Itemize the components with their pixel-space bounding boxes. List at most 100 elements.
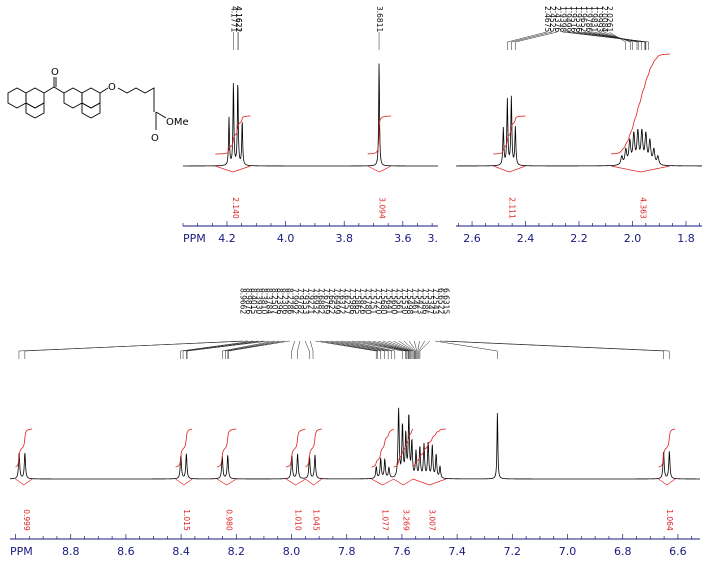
peak-label-0: 8.9662 [239, 288, 248, 314]
x-axis-title: PPM [10, 545, 33, 558]
peak-label-11: 2.0084 [600, 6, 609, 32]
peak-label-6: 1.9536 [574, 6, 583, 32]
peak-label-1: 2.4525 [548, 6, 557, 32]
peak-label-6: 8.2507 [270, 288, 279, 314]
peak-label-connector-22 [357, 340, 406, 352]
peak-label-34: 7.5423 [415, 288, 424, 314]
peak-label-29: 7.5600 [389, 288, 398, 314]
naphthyl-ring-a [7, 87, 27, 109]
bond-aryl-carbonyl [43, 86, 55, 94]
integral-value-8: 1.064 [665, 509, 674, 531]
integral-curve-0 [493, 115, 526, 155]
peak-label-10: 7.9992 [291, 288, 300, 314]
peak-label-8: 1.9786 [584, 6, 593, 32]
peak-label-27: 7.5680 [379, 288, 388, 314]
peak-label-connector-19 [341, 340, 392, 352]
x-tick-label-10: 6.8 [614, 545, 632, 558]
peak-label-3: 3.6811 [375, 6, 384, 32]
peak-label-4: 1.9499 [564, 6, 573, 32]
peak-label-25: 7.5751 [369, 288, 378, 314]
bond-carbonyl-aryl [53, 86, 65, 94]
integral-curve-4 [305, 428, 322, 468]
peak-label-connector-2 [515, 31, 558, 43]
bond-aryl-ether [99, 87, 109, 94]
integral-value-3: 1.010 [294, 509, 303, 531]
carbonyl-oxygen: O [51, 67, 59, 78]
ester-ome: OMe [166, 117, 189, 128]
spectrum-trace [456, 95, 702, 167]
peak-label-10: 1.9993 [595, 6, 604, 32]
peak-label-connector-28 [388, 340, 412, 352]
spectrum-trace [183, 63, 438, 167]
ether-oxygen: O [108, 82, 116, 93]
x-tick-label-0: 2.6 [463, 232, 481, 245]
x-tick-label-3: 8.2 [228, 545, 246, 558]
peak-label-32: 7.5498 [405, 288, 414, 314]
peak-label-8: 8.2306 [280, 288, 289, 314]
peak-label-11: 7.9782 [296, 288, 305, 314]
integral-value-5: 1.077 [381, 509, 390, 531]
integral-curve-1 [367, 115, 392, 155]
integral-curve-7 [412, 428, 447, 467]
peak-label-connector-27 [382, 340, 411, 352]
naphthyl2-ring-c [81, 102, 101, 119]
peak-label-5: 1.9516 [569, 6, 578, 32]
integral-curve-1 [611, 53, 670, 155]
integral-curve-5 [371, 428, 394, 468]
ester-oxygen: O [151, 133, 159, 144]
peak-label-13: 7.9221 [306, 288, 315, 314]
peak-label-connector-30 [398, 340, 415, 352]
x-tick-label-2: 3.8 [335, 232, 353, 245]
x-tick-label-4: 3. [428, 232, 439, 245]
peak-label-connector-1 [18, 340, 248, 352]
alkyl-chain [117, 87, 155, 112]
peak-label-connector-12 [609, 31, 626, 43]
integral-value-7: 3.007 [428, 509, 437, 531]
peak-label-connector-17 [331, 340, 385, 352]
peak-label-connector-36 [419, 340, 431, 352]
peak-label-connector-32 [408, 340, 416, 352]
peak-label-connector-34 [417, 340, 420, 352]
peak-label-15: 7.6882 [317, 288, 326, 314]
peak-label-14: 7.6932 [311, 288, 320, 314]
peak-label-19: 7.6372 [337, 288, 346, 314]
integral-bracket-3 [285, 478, 306, 486]
peak-label-28: 7.5641 [384, 288, 393, 314]
peak-label-connector-37 [435, 340, 498, 352]
peak-label-connector-3 [183, 340, 259, 352]
x-tick-label-11: 6.6 [669, 545, 687, 558]
integral-curve-0 [215, 115, 251, 155]
spectrum-panel-main: 0.999 1.015 0.980 1.010 1.045 1.077 3.269 3.007… [9, 288, 700, 558]
integral-bracket-8 [658, 478, 676, 486]
peak-label-connector-2 [180, 340, 254, 352]
peak-label-31: 7.5530 [400, 288, 409, 314]
peak-label-2: 2.4376 [553, 6, 562, 32]
peak-label-7: 1.9652 [579, 6, 588, 32]
molecule-structure: O O O OMe [7, 67, 189, 144]
x-tick-label-0: 4.2 [218, 232, 236, 245]
peak-label-connector-6 [222, 340, 274, 352]
peak-label-1: 8.9876 [244, 288, 253, 314]
x-tick-label-9: 7.0 [559, 545, 577, 558]
peak-label-4: 8.3810 [259, 288, 268, 314]
peak-label-16: 7.6769 [322, 288, 331, 314]
peak-label-39: 6.6315 [441, 288, 450, 314]
peak-label-connector-24 [367, 340, 409, 352]
x-tick-label-4: 1.8 [677, 232, 695, 245]
peak-label-connector-10 [598, 31, 633, 43]
integral-bracket-1 [611, 165, 670, 173]
integral-curve-1 [175, 428, 193, 468]
peak-label-connector-14 [315, 340, 377, 352]
peak-label-0: 4.1771 [230, 6, 239, 32]
peak-label-21: 7.5986 [348, 288, 357, 314]
peak-label-connector-35 [418, 340, 425, 352]
integral-value-1: 4.363 [639, 197, 648, 219]
x-tick-label-2: 2.2 [570, 232, 588, 245]
peak-label-0: 2.4675 [543, 6, 552, 32]
integral-bracket-1 [367, 165, 392, 173]
integral-curve-6 [393, 428, 414, 468]
peak-label-12: 7.9353 [301, 288, 310, 314]
x-tick-label-2: 8.4 [172, 545, 190, 558]
peak-label-connector-29 [393, 340, 414, 352]
peak-label-38: 6.6522 [436, 288, 445, 314]
